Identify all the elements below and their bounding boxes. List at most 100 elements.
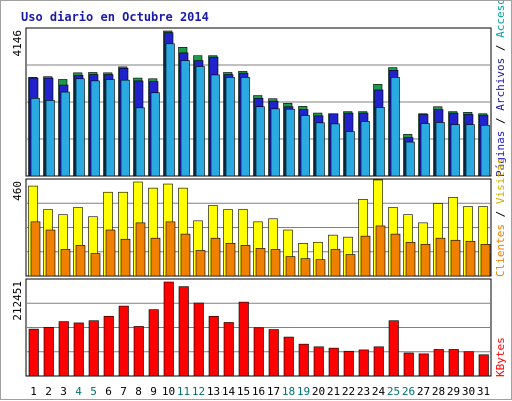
kbytes-bar xyxy=(403,352,414,377)
clients-bar xyxy=(375,225,386,277)
hits-bar xyxy=(45,100,55,177)
label-separator: / xyxy=(494,38,507,58)
kbytes-bar xyxy=(358,349,369,377)
hits-bar xyxy=(195,66,205,177)
kbytes-bar xyxy=(373,346,384,377)
day-tick-label: 15 xyxy=(237,385,250,398)
day-tick-label: 28 xyxy=(432,385,445,398)
traffic-panel: 4146 Páginas / Archivos / Accesos xyxy=(11,1,507,177)
day-tick-label: 31 xyxy=(477,385,490,398)
hits-bar xyxy=(435,122,445,177)
kbytes-bar xyxy=(88,320,99,377)
hits-bar xyxy=(105,79,115,177)
hits-bar xyxy=(330,123,340,177)
kbytes-bar xyxy=(238,301,249,377)
kbytes-bar xyxy=(478,354,489,377)
kbytes-bar xyxy=(118,305,129,377)
clients-bar xyxy=(405,241,416,277)
hits-bar xyxy=(420,123,430,177)
kbytes-bar xyxy=(193,302,204,377)
clients-bar xyxy=(240,245,251,277)
clients-bar xyxy=(90,253,101,277)
kbytes-right-labels: KBytes xyxy=(494,337,507,377)
clients-bar xyxy=(270,249,281,277)
day-tick-label: 17 xyxy=(267,385,280,398)
kbytes-bar xyxy=(73,322,84,377)
day-axis: 1 2 3 4 5 6 7 8 9 10 11 12 13 14 15 16 17 18 19 20 21 22 23 24 2… xyxy=(30,385,490,398)
kbytes-bar xyxy=(103,315,114,377)
kbytes-bar xyxy=(43,327,54,377)
kbytes-bar xyxy=(343,350,354,377)
hits-bar xyxy=(480,124,490,177)
day-tick-label: 21 xyxy=(327,385,340,398)
hits-bar xyxy=(465,124,475,177)
kbytes-bar xyxy=(253,327,264,377)
day-tick-label: 9 xyxy=(150,385,157,398)
day-tick-label: 8 xyxy=(135,385,142,398)
kbytes-bar xyxy=(208,315,219,377)
day-tick-label: 1 xyxy=(30,385,37,398)
clients-bar xyxy=(255,248,266,277)
kbytes-bar xyxy=(463,351,474,377)
day-tick-label: 23 xyxy=(357,385,370,398)
hits-bar xyxy=(165,43,175,177)
day-tick-label: 16 xyxy=(252,385,265,398)
kbytes-bar xyxy=(163,281,174,377)
kbytes-bar xyxy=(148,309,159,377)
day-tick-label: 22 xyxy=(342,385,355,398)
day-tick-label: 18 xyxy=(282,385,295,398)
clients-label: Clientes xyxy=(494,224,507,277)
pages-label: Páginas xyxy=(494,131,507,177)
kbytes-bar xyxy=(283,336,294,377)
hits-bar xyxy=(255,106,265,177)
day-tick-label: 25 xyxy=(387,385,400,398)
day-tick-label: 30 xyxy=(462,385,475,398)
hits-bar xyxy=(150,92,160,177)
clients-bar xyxy=(435,237,446,277)
day-tick-label: 19 xyxy=(297,385,310,398)
visitors-ymax-label: 460 xyxy=(11,181,24,201)
label-separator: / xyxy=(494,111,507,131)
clients-bar xyxy=(135,222,146,277)
visitors-panel: 460 Clientes / Visitas xyxy=(11,158,507,277)
kbytes-bar xyxy=(448,349,459,377)
clients-bar xyxy=(105,229,116,277)
day-tick-label: 7 xyxy=(120,385,127,398)
day-tick-label: 29 xyxy=(447,385,460,398)
hits-bar xyxy=(210,74,220,177)
traffic-ymax-label: 4146 xyxy=(11,30,24,57)
hits-bar xyxy=(135,107,145,177)
kbytes-bar xyxy=(58,321,69,377)
visitors-right-labels: Clientes / Visitas xyxy=(494,158,507,277)
clients-bar xyxy=(225,243,236,277)
kbytes-ymax-label: 212451 xyxy=(11,281,24,321)
day-tick-label: 14 xyxy=(222,385,236,398)
clients-bar xyxy=(60,249,71,277)
kbytes-bar xyxy=(418,353,429,377)
kbytes-bar xyxy=(313,346,324,377)
visits-label: Visitas xyxy=(494,158,507,204)
day-tick-label: 13 xyxy=(207,385,220,398)
clients-bar xyxy=(210,237,221,277)
clients-bar xyxy=(30,221,41,277)
clients-bar xyxy=(300,258,311,277)
clients-bar xyxy=(75,245,86,277)
hits-bar xyxy=(360,121,370,177)
hits-bar xyxy=(225,77,235,177)
clients-bar xyxy=(165,221,176,277)
chart-title: Uso diario en Octubre 2014 xyxy=(21,10,209,24)
day-tick-label: 4 xyxy=(75,385,82,398)
hits-bar xyxy=(300,115,310,177)
clients-bar xyxy=(195,250,206,277)
files-label: Archivos xyxy=(494,58,507,111)
label-separator: / xyxy=(494,204,507,224)
kbytes-bar xyxy=(268,329,279,377)
hits-bar xyxy=(270,108,280,177)
hits-bar xyxy=(450,124,460,177)
day-tick-label: 5 xyxy=(90,385,97,398)
kbytes-bar xyxy=(433,349,444,377)
hits-bar xyxy=(345,131,355,177)
day-tick-label: 6 xyxy=(105,385,112,398)
day-tick-label: 26 xyxy=(402,385,415,398)
